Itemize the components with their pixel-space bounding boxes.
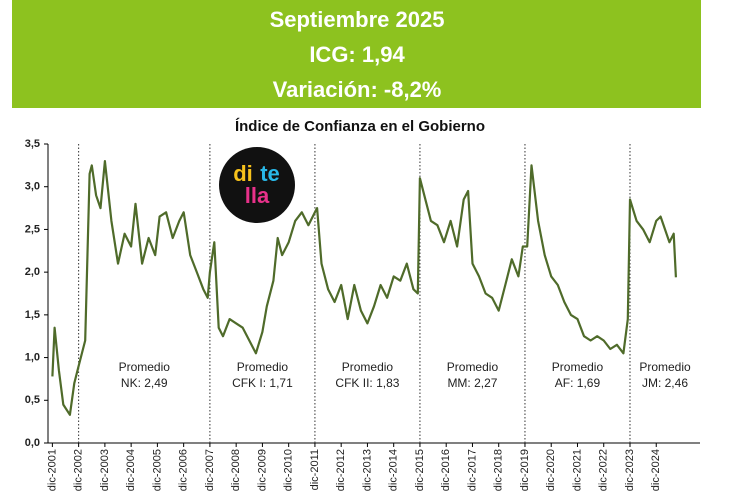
x-tick-label: dic-2015 bbox=[414, 449, 426, 491]
x-tick-label: dic-2009 bbox=[256, 449, 268, 491]
logo-circle bbox=[219, 147, 295, 223]
period-average: MM: 2,27 bbox=[447, 376, 497, 390]
period-label: Promedio bbox=[447, 360, 499, 374]
banner-line: Septiembre 2025 bbox=[270, 7, 445, 32]
period-average: CFK II: 1,83 bbox=[335, 376, 399, 390]
x-tick-label: dic-2003 bbox=[99, 449, 111, 491]
period-average: AF: 1,69 bbox=[555, 376, 601, 390]
period-label: Promedio bbox=[342, 360, 394, 374]
period-average: CFK I: 1,71 bbox=[232, 376, 293, 390]
x-tick-label: dic-2024 bbox=[650, 449, 662, 491]
x-tick-label: dic-2006 bbox=[178, 449, 190, 491]
line-series bbox=[51, 160, 677, 416]
x-tick-label: dic-2013 bbox=[361, 449, 373, 491]
y-tick-label: 2,0 bbox=[25, 266, 40, 278]
chart-title: Índice de Confianza en el Gobierno bbox=[235, 118, 485, 135]
y-tick-label: 1,5 bbox=[25, 309, 40, 321]
x-tick-label: dic-2016 bbox=[440, 449, 452, 491]
x-tick-label: dic-2023 bbox=[624, 449, 636, 491]
x-tick-label: dic-2011 bbox=[309, 449, 321, 490]
period-label: Promedio bbox=[639, 360, 691, 374]
x-tick-label: dic-2020 bbox=[545, 449, 557, 491]
x-tick-label: dic-2010 bbox=[283, 449, 295, 491]
logo-text: lla bbox=[245, 183, 270, 208]
logo-text: te bbox=[260, 161, 280, 186]
x-tick-label: dic-2018 bbox=[493, 449, 505, 491]
period-label: Promedio bbox=[119, 360, 171, 374]
x-tick-label: dic-2014 bbox=[388, 449, 400, 491]
y-tick-label: 0,0 bbox=[25, 437, 40, 449]
logo-text: di bbox=[233, 161, 253, 186]
banner-line: Variación: -8,2% bbox=[273, 77, 442, 102]
period-average: NK: 2,49 bbox=[121, 376, 168, 390]
x-tick-label: dic-2005 bbox=[151, 449, 163, 491]
y-tick-label: 3,5 bbox=[25, 138, 40, 150]
period-label: Promedio bbox=[552, 360, 604, 374]
x-tick-label: dic-2019 bbox=[519, 449, 531, 491]
y-tick-label: 2,5 bbox=[25, 223, 40, 235]
x-tick-label: dic-2012 bbox=[335, 449, 347, 491]
y-tick-label: 0,5 bbox=[25, 394, 40, 406]
x-tick-label: dic-2001 bbox=[46, 449, 58, 491]
period-label: Promedio bbox=[237, 360, 289, 374]
banner-line: ICG: 1,94 bbox=[309, 42, 405, 67]
y-tick-label: 1,0 bbox=[25, 351, 40, 363]
x-tick-label: dic-2021 bbox=[571, 449, 583, 491]
x-tick-label: dic-2008 bbox=[230, 449, 242, 491]
banner bbox=[12, 0, 701, 108]
x-tick-label: dic-2007 bbox=[204, 449, 216, 491]
logo: di te lla bbox=[219, 147, 295, 223]
x-tick-label: dic-2002 bbox=[73, 449, 85, 491]
y-tick-label: 3,0 bbox=[25, 181, 40, 193]
x-tick-label: dic-2017 bbox=[466, 449, 478, 491]
period-average: JM: 2,46 bbox=[642, 376, 688, 390]
x-tick-label: dic-2022 bbox=[598, 449, 610, 491]
x-tick-label: dic-2004 bbox=[125, 449, 137, 491]
